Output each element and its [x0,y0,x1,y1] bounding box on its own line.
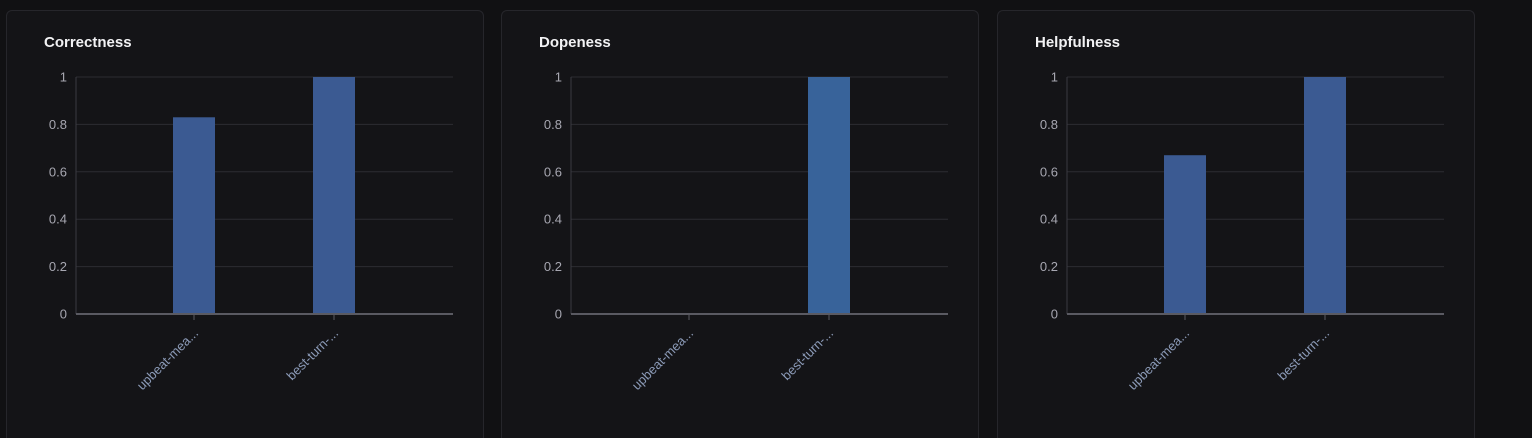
dopeness-chart-card: Dopeness 0 0.2 0.4 0.6 0.8 1 upbeat-mea... best… [501,10,979,438]
dopeness-bar-chart: 0 0.2 0.4 0.6 0.8 1 upbeat-mea... best-turn-... [544,70,948,393]
bar[interactable] [1304,77,1346,314]
y-tick-label: 0 [60,307,67,322]
y-tick-label: 0.2 [49,259,67,274]
y-tick-label: 0.2 [1040,259,1058,274]
bar[interactable] [1164,155,1206,314]
bar[interactable] [313,77,355,314]
y-tick-label: 0.4 [1040,212,1058,227]
helpfulness-bar-chart: 0 0.2 0.4 0.6 0.8 1 upbeat-mea... best-turn-... [1040,70,1444,393]
y-tick-label: 0.8 [49,117,67,132]
chart-title: Dopeness [539,34,611,51]
x-category-label: best-turn-... [284,326,342,384]
y-tick-label: 1 [1051,70,1058,85]
chart-title: Correctness [44,34,132,51]
x-category-label: upbeat-mea... [629,326,696,393]
x-category-label: best-turn-... [779,326,837,384]
y-tick-label: 0.6 [49,164,67,179]
bar[interactable] [808,77,850,314]
x-category-label: best-turn-... [1275,326,1333,384]
correctness-chart-card: Correctness 0 0.2 0.4 0.6 0.8 1 upbeat-mea... b… [6,10,484,438]
x-category-label: upbeat-mea... [134,326,201,393]
correctness-bar-chart: 0 0.2 0.4 0.6 0.8 1 upbeat-mea... best-turn-... [49,70,453,393]
y-tick-label: 0 [1051,307,1058,322]
y-tick-label: 0.6 [544,164,562,179]
y-tick-label: 1 [555,70,562,85]
y-tick-label: 0.4 [544,212,562,227]
y-tick-label: 1 [60,70,67,85]
y-tick-label: 0.4 [49,212,67,227]
y-tick-label: 0.6 [1040,164,1058,179]
bar[interactable] [173,117,215,314]
y-tick-label: 0 [555,307,562,322]
y-tick-label: 0.2 [544,259,562,274]
helpfulness-chart-card: Helpfulness 0 0.2 0.4 0.6 0.8 1 upbeat-mea... b… [997,10,1475,438]
y-tick-label: 0.8 [544,117,562,132]
y-tick-label: 0.8 [1040,117,1058,132]
chart-title: Helpfulness [1035,34,1121,51]
x-category-label: upbeat-mea... [1125,326,1192,393]
